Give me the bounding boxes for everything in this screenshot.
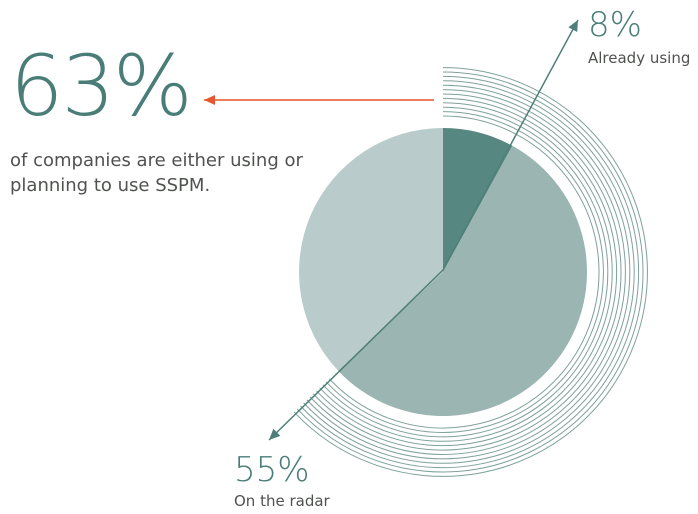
highlight-ring-2 — [325, 111, 604, 433]
highlight-ring-9 — [303, 80, 635, 464]
pie-slice-remaining — [298, 127, 443, 371]
highlight-ring-11 — [296, 71, 644, 473]
highlight-rings — [293, 67, 648, 477]
callout-arrows — [204, 19, 579, 441]
highlight-ring-12 — [293, 67, 648, 477]
highlight-ring-5 — [316, 97, 618, 447]
slice-value-already-using: 8% — [588, 5, 642, 45]
arrow-to-on-the-radar — [268, 269, 444, 441]
headline-value: 63% — [10, 37, 193, 135]
arrow-to-headline — [204, 95, 434, 105]
highlight-ring-7 — [309, 89, 626, 455]
highlight-ring-6 — [312, 93, 622, 451]
highlight-ring-10 — [300, 75, 640, 469]
highlight-ring-3 — [322, 106, 609, 438]
pie-slices — [298, 127, 587, 417]
highlight-ring-8 — [306, 84, 631, 460]
headline-caption: of companies are either using or plannin… — [10, 150, 303, 196]
slice-label-on-the-radar: On the radar — [234, 492, 330, 510]
highlight-ring-1 — [328, 115, 600, 429]
pie-slice-on-the-radar — [338, 145, 587, 417]
slice-label-already-using: Already using — [588, 49, 691, 67]
highlight-ring-4 — [319, 102, 613, 442]
pie-slice-already-using — [443, 128, 513, 272]
arrow-to-already-using — [442, 19, 579, 271]
slice-value-on-the-radar: 55% — [234, 450, 310, 490]
